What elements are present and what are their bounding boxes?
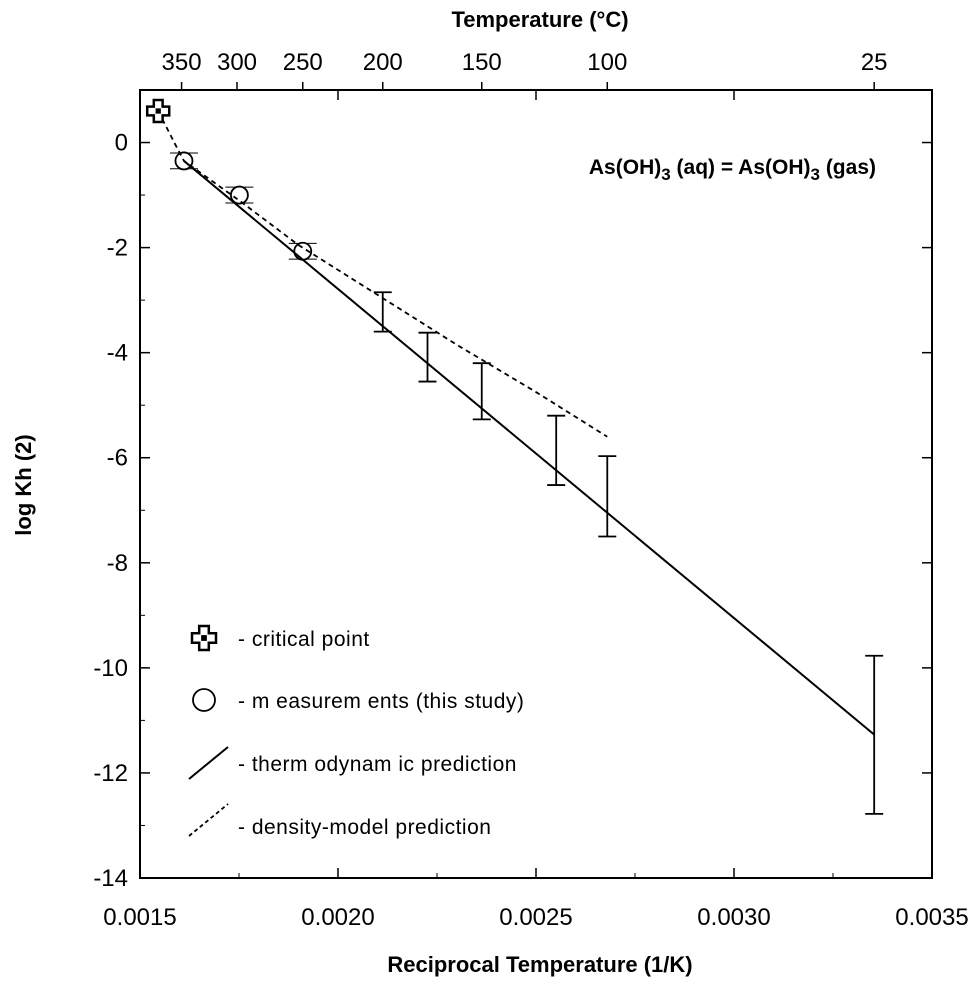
top-tick-label: 200: [363, 49, 403, 76]
legend: - critical point - m easurem ents (this s…: [188, 624, 524, 839]
legend-dashed-line-icon: [188, 803, 229, 837]
series-layer: [145, 98, 884, 815]
y-tick-label: -12: [93, 760, 128, 787]
thermodynamic-prediction-line: [183, 160, 875, 736]
density-model-prediction-line: [157, 110, 608, 438]
legend-label: - m easurem ents (this study): [238, 690, 524, 713]
legend-label: - therm odynam ic prediction: [238, 753, 517, 776]
measurement-point: [229, 185, 249, 205]
y-tick-label: -8: [107, 550, 128, 577]
y-tick-label: -10: [93, 655, 128, 682]
top-tick-label: 300: [217, 49, 257, 76]
x-tick-label: 0.0030: [697, 904, 770, 931]
legend-circle-icon: [192, 688, 216, 712]
y-tick-label: -4: [107, 340, 128, 367]
cross-center: [201, 635, 207, 641]
x-tick-label: 0.0035: [895, 904, 968, 931]
x-tick-label: 0.0025: [499, 904, 572, 931]
top-axis-title: Temperature (°C): [451, 7, 628, 32]
critical-point-marker: [145, 98, 171, 124]
legend-label: - density-model prediction: [238, 816, 491, 839]
top-tick-label: 25: [861, 49, 888, 76]
axis-ticks: 0.0015 0.0020 0.0025 0.0030 0.0035 0 -2 -4 -6 -8 -…: [93, 49, 968, 931]
y-tick-label: 0: [115, 130, 128, 157]
legend-label: - critical point: [238, 628, 370, 651]
top-tick-label: 250: [283, 49, 323, 76]
top-tick-label: 100: [587, 49, 627, 76]
legend-cross-icon: [190, 624, 218, 652]
y-tick-label: -6: [107, 445, 128, 472]
chart-title: As(OH)3 (aq) = As(OH)3 (gas): [589, 156, 876, 184]
top-tick-label: 350: [162, 49, 202, 76]
y-axis-title: log Kh (2): [11, 434, 36, 535]
x-tick-label: 0.0020: [301, 904, 374, 931]
top-tick-label: 150: [462, 49, 502, 76]
cross-center: [155, 108, 161, 114]
legend-solid-line-icon: [188, 746, 229, 780]
x-axis-title: Reciprocal Temperature (1/K): [387, 952, 692, 977]
y-tick-label: -2: [107, 235, 128, 262]
y-tick-label: -14: [93, 865, 128, 892]
x-tick-label: 0.0015: [103, 904, 176, 931]
